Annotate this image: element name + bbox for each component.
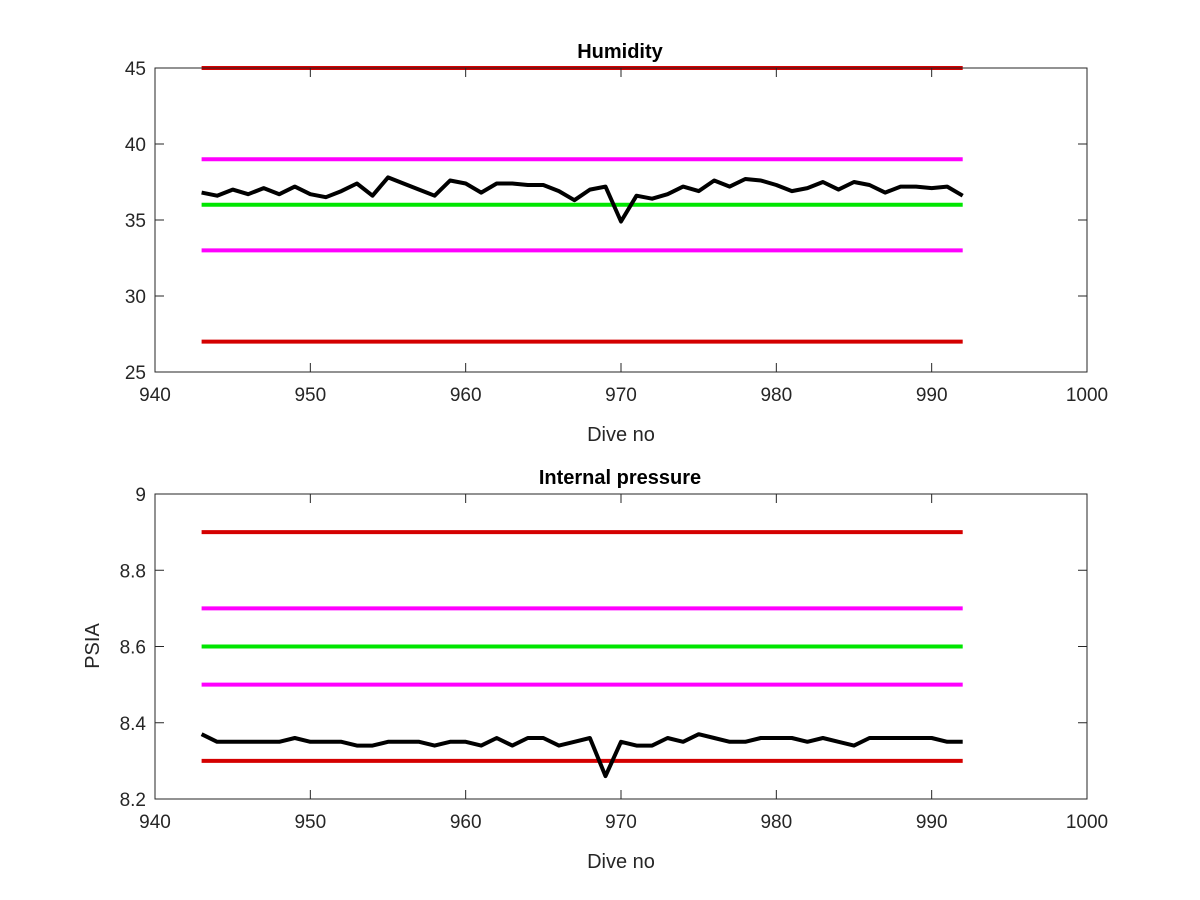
humidity-x-tick-label: 1000 [1066,385,1108,406]
humidity-x-tick-label: 940 [139,385,171,406]
internal-pressure-x-tick-label: 960 [450,812,482,833]
humidity-y-tick-label: 45 [125,59,146,80]
humidity-x-tick-label: 980 [760,385,792,406]
internal-pressure-x-tick-label: 1000 [1066,812,1108,833]
humidity-x-tick-label: 990 [916,385,948,406]
humidity-x-ticks: 940 950 960 970 980 990 1000 [139,68,1108,406]
humidity-y-ticks: 25 30 35 40 45 [125,59,1087,384]
humidity-y-tick-label: 30 [125,287,146,308]
internal-pressure-x-tick-label: 940 [139,812,171,833]
humidity-y-tick-label: 40 [125,135,146,156]
internal-pressure-x-tick-label: 980 [760,812,792,833]
humidity-x-axis-label: Dive no [587,424,655,446]
internal-pressure-x-ticks: 940 950 960 970 980 990 1000 [139,494,1108,833]
internal-pressure-y-tick-label: 8.6 [120,638,146,659]
humidity-x-tick-label: 960 [450,385,482,406]
humidity-series-line-6 [201,175,964,224]
internal-pressure-y-ticks: 8.2 8.4 8.6 8.8 9 [120,485,1087,811]
internal-pressure-series-line-6 [200,732,963,779]
subplot-humidity: Humidity 940 950 960 970 980 990 1000 25 30 35 40… [125,41,1108,446]
internal-pressure-y-tick-label: 9 [135,485,146,506]
internal-pressure-y-tick-label: 8.2 [120,790,146,811]
internal-pressure-y-tick-label: 8.4 [120,714,147,735]
humidity-y-tick-label: 35 [125,211,146,232]
internal-pressure-x-axis-label: Dive no [587,851,655,873]
internal-pressure-x-tick-label: 990 [916,812,948,833]
humidity-x-tick-label: 970 [605,385,637,406]
subplot-internal-pressure: Internal pressure 940 950 960 970 980 990 1000… [82,467,1108,873]
internal-pressure-x-tick-label: 970 [605,812,637,833]
internal-pressure-x-tick-label: 950 [294,812,326,833]
humidity-title: Humidity [577,41,663,63]
internal-pressure-series-group [200,530,963,779]
internal-pressure-y-tick-label: 8.8 [120,561,146,582]
internal-pressure-y-axis-label: PSIA [82,623,104,669]
humidity-x-tick-label: 950 [294,385,326,406]
internal-pressure-title: Internal pressure [539,467,701,489]
humidity-y-tick-label: 25 [125,363,146,384]
